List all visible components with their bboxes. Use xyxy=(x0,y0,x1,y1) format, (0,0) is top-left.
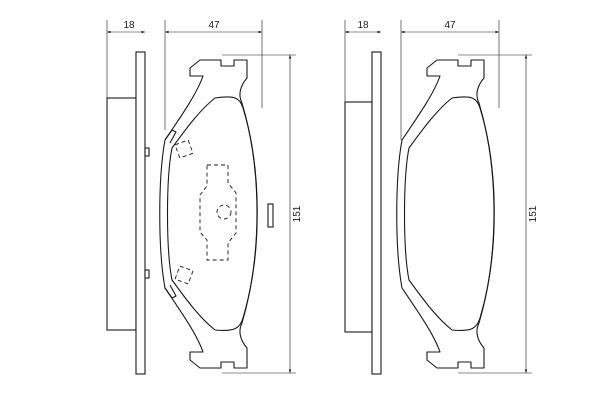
left-hidden-pin-upper xyxy=(174,139,194,159)
right-width-value: 47 xyxy=(444,20,456,31)
left-view: 18 47 151 xyxy=(106,20,303,375)
left-pad-outline xyxy=(159,59,258,369)
left-friction-block xyxy=(106,97,137,331)
right-friction-block xyxy=(344,101,373,333)
left-lining-outline xyxy=(166,96,258,332)
left-clip-lower xyxy=(144,269,150,279)
left-upper-spring-clip xyxy=(164,129,177,144)
left-hidden-pin-lower xyxy=(174,265,194,285)
right-thickness-value: 18 xyxy=(357,20,369,31)
right-backing-plate xyxy=(371,51,382,375)
right-pad-outline xyxy=(396,59,495,369)
left-width-value: 47 xyxy=(208,20,220,31)
right-view: 18 47 151 xyxy=(344,20,539,375)
left-hidden-wear-sensor xyxy=(199,164,237,261)
right-side-profile xyxy=(344,51,382,375)
left-hidden-sensor-hole xyxy=(216,204,232,220)
left-side-profile xyxy=(106,51,150,375)
left-sensor-tab xyxy=(267,203,274,228)
left-height-value: 151 xyxy=(292,205,303,222)
right-lining-outline xyxy=(403,96,495,332)
right-height-value: 151 xyxy=(528,205,539,222)
left-thickness-value: 18 xyxy=(123,20,135,31)
left-backing-plate xyxy=(135,51,146,375)
left-lower-spring-clip xyxy=(164,284,177,299)
left-clip-upper xyxy=(144,147,150,157)
